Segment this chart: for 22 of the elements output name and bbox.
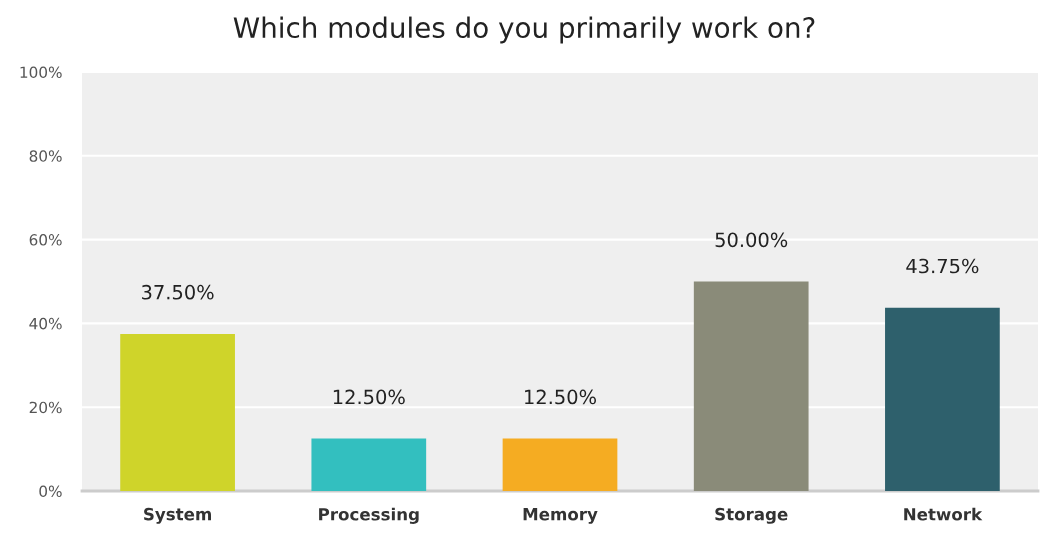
y-tick-label: 60%	[29, 234, 62, 246]
x-tick-label: Processing	[319, 507, 419, 524]
y-tick-label: 40%	[29, 317, 62, 330]
y-tick-label: 80%	[29, 150, 62, 162]
y-tick-label: 100%	[20, 66, 62, 79]
data-label: 12.50%	[525, 389, 596, 405]
chart-title: Which modules do you primarily work on?	[233, 16, 815, 44]
x-tick-label: Network	[904, 507, 983, 521]
x-tick-label: Storage	[715, 507, 788, 524]
bar	[120, 333, 235, 491]
data-label: 37.50%	[142, 284, 214, 300]
bar	[885, 307, 1000, 491]
data-label: 43.75%	[906, 258, 979, 274]
data-label: 50.00%	[715, 232, 788, 248]
x-tick-label: Memory	[523, 508, 598, 524]
bar	[311, 438, 427, 491]
y-tick-label: 20%	[29, 401, 62, 414]
bar	[502, 438, 618, 491]
x-tick-label: System	[144, 507, 211, 524]
bar	[693, 281, 809, 491]
y-tick-label: 0%	[39, 485, 62, 498]
data-label: 12.50%	[333, 389, 405, 405]
